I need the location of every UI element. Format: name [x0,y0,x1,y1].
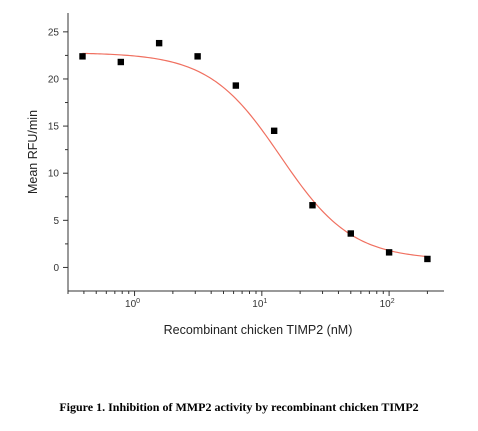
figure-caption: Figure 1. Inhibition of MMP2 activity by… [59,400,419,414]
y-tick-label: 25 [48,27,60,38]
data-point [385,249,393,256]
x-tick-label: 101 [252,298,267,310]
x-axis-label: Recombinant chicken TIMP2 (nM) [164,323,353,337]
y-tick-label: 15 [48,122,60,133]
data-point [194,53,201,60]
data-point [424,255,431,263]
x-tick-label: 100 [125,298,140,310]
y-tick-label: 0 [53,263,59,274]
plot-region: 0 5 10 15 20 25 100 101 102 Recombinant chicken T… [26,13,444,337]
fit-curve [82,52,428,258]
y-tick-label: 20 [48,74,60,85]
data-point [347,230,354,237]
data-point [232,82,240,89]
data-point [117,58,125,66]
data-point [155,39,163,47]
y-tick-label: 5 [53,216,59,227]
x-tick-label: 102 [380,298,395,310]
data-point [79,53,86,60]
data-point [270,127,278,134]
chart-area: 0 5 10 15 20 25 100 101 102 Recombinant chicken T… [26,13,444,337]
y-tick-label: 10 [48,169,60,180]
y-axis-label: Mean RFU/min [26,110,40,194]
data-point [309,202,316,209]
